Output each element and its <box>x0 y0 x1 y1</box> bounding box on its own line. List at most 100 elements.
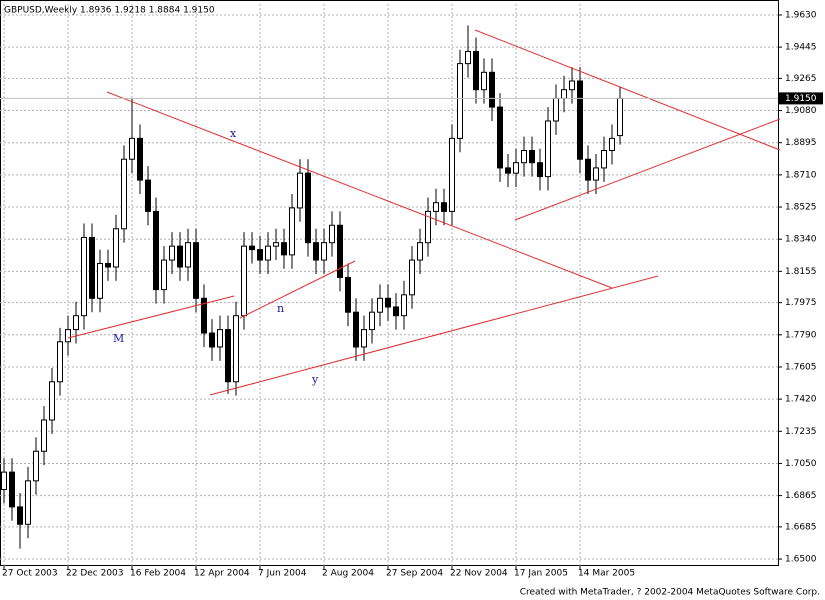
candle-body <box>313 242 319 261</box>
trend-line <box>209 275 659 396</box>
candle-body <box>457 63 463 139</box>
candle-body <box>585 158 591 181</box>
candle-body <box>321 242 327 261</box>
y-tick-label: 1.9265 <box>785 74 817 84</box>
y-tick-label: 1.7605 <box>785 362 817 372</box>
candle-body <box>489 71 495 108</box>
x-tick-label: 2 Aug 2004 <box>322 569 374 579</box>
current-price-box <box>779 92 823 105</box>
candle-body <box>609 137 615 152</box>
candle-body <box>377 297 383 313</box>
candle-body <box>353 311 359 348</box>
candle-body <box>145 179 151 212</box>
candle-body <box>409 259 415 296</box>
candle-body <box>81 236 87 317</box>
y-tick-label: 1.8525 <box>785 203 817 213</box>
candle-body <box>401 294 407 317</box>
y-tick-label: 1.6865 <box>785 491 817 501</box>
candle-body <box>553 97 559 122</box>
candle-body <box>57 341 63 383</box>
candle-body <box>25 480 31 525</box>
y-tick-label: 1.7420 <box>785 395 817 405</box>
candle-body <box>113 228 119 268</box>
y-tick-label: 1.8710 <box>785 170 817 180</box>
candle-body <box>345 276 351 313</box>
candle-body <box>177 245 183 268</box>
candles <box>1 25 623 549</box>
y-tick-label: 1.8340 <box>785 235 817 245</box>
y-tick-label: 1.7790 <box>785 330 817 340</box>
candle-body <box>217 329 223 348</box>
candle-body <box>89 236 95 299</box>
candle-body <box>465 50 471 65</box>
y-tick-label: 1.7975 <box>785 298 817 308</box>
y-tick-label: 1.6500 <box>785 555 817 565</box>
x-tick-label: 27 Oct 2003 <box>2 569 58 579</box>
candle-body <box>617 97 623 137</box>
candle-body <box>17 506 23 525</box>
y-tick-label: 1.9630 <box>785 10 817 20</box>
x-tick-label: 16 Feb 2004 <box>130 569 186 579</box>
candle-body <box>193 242 199 299</box>
candle-body <box>97 263 103 299</box>
candle-body <box>441 202 447 212</box>
y-tick-label: 1.7235 <box>785 427 817 437</box>
candle-body <box>257 249 263 261</box>
candle-body <box>1 471 7 491</box>
trend-line <box>106 91 613 289</box>
annotation: n <box>277 302 284 315</box>
y-tick-label: 1.7050 <box>785 459 817 469</box>
candle-body <box>449 137 455 212</box>
candle-body <box>537 162 543 178</box>
candle-body <box>33 450 39 482</box>
candle-body <box>569 80 575 91</box>
candle-body <box>233 315 239 383</box>
candle-body <box>161 259 167 291</box>
candle-body <box>137 137 143 181</box>
candle-body <box>241 245 247 317</box>
x-tick-label: 27 Sep 2004 <box>386 569 443 579</box>
candle-body <box>105 263 111 268</box>
candle-body <box>169 245 175 261</box>
candle-body <box>49 381 55 421</box>
annotation: y <box>311 373 319 386</box>
candle-body <box>473 50 479 91</box>
trend-line <box>239 260 356 319</box>
candle-body <box>73 315 79 331</box>
candle-body <box>329 224 335 244</box>
candle-body <box>289 207 295 256</box>
candle-body <box>393 306 399 317</box>
x-tick-label: 14 Mar 2005 <box>578 569 635 579</box>
candle-body <box>225 329 231 383</box>
x-tick-label: 7 Jun 2004 <box>258 569 307 579</box>
candle-body <box>505 167 511 174</box>
x-tick-label: 17 Jan 2005 <box>514 569 568 579</box>
candle-body <box>425 210 431 244</box>
plot-frame <box>0 0 779 566</box>
candle-body <box>201 297 207 334</box>
candle-body <box>273 242 279 247</box>
candle-body <box>297 172 303 209</box>
candle-body <box>481 71 487 91</box>
y-tick-label: 1.8155 <box>785 267 817 277</box>
candle-body <box>65 329 71 343</box>
candle-body <box>601 150 607 169</box>
candle-body <box>121 158 127 230</box>
candle-body <box>529 150 535 164</box>
trend-lines <box>67 29 781 396</box>
x-tick-label: 12 Apr 2004 <box>194 569 250 579</box>
candle-body <box>521 150 527 164</box>
candle-body <box>513 162 519 174</box>
candle-body <box>265 245 271 261</box>
candle-body <box>337 224 343 278</box>
x-tick-label: 22 Dec 2003 <box>66 569 124 579</box>
candle-body <box>9 471 15 508</box>
y-tick-label: 1.9080 <box>785 106 817 116</box>
trend-line <box>514 118 781 221</box>
candle-body <box>361 329 367 348</box>
y-tick-label: 1.6685 <box>785 522 817 532</box>
candle-body <box>249 245 255 251</box>
candle-body <box>577 80 583 160</box>
annotation: M <box>113 332 124 345</box>
candle-body <box>369 311 375 331</box>
